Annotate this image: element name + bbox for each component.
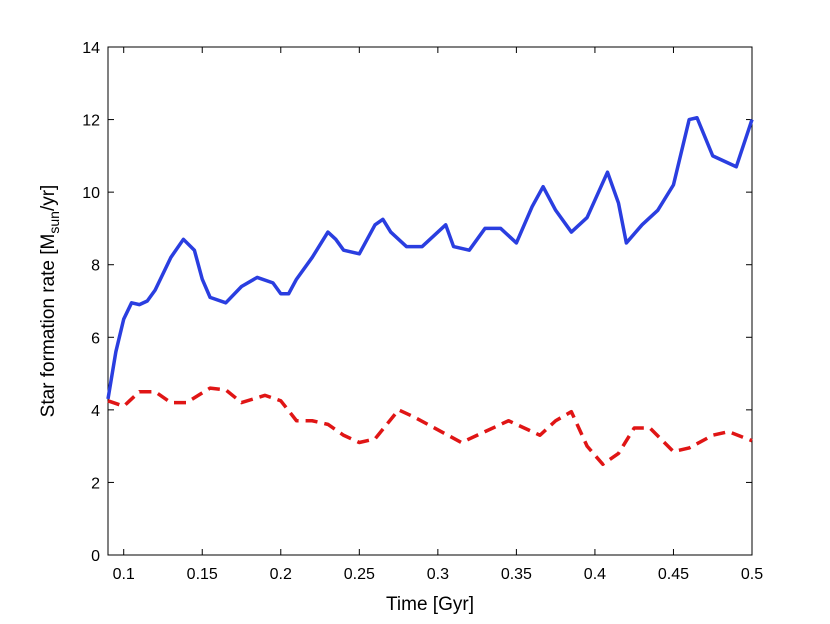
y-label-main: Star formation rate [M <box>38 234 59 418</box>
y-tick-label: 10 <box>82 185 100 202</box>
y-label-end: /yr] <box>38 185 59 211</box>
series-line <box>106 116 754 400</box>
y-tick-label: 12 <box>82 113 100 130</box>
series-line <box>107 386 753 467</box>
y-tick-label: 14 <box>82 40 100 57</box>
y-tick-label: 2 <box>91 475 100 492</box>
x-tick-label: 0.45 <box>658 566 689 583</box>
x-tick-label: 0.2 <box>270 566 292 583</box>
y-tick-label: 0 <box>91 548 100 565</box>
x-tick-label: 0.5 <box>741 566 763 583</box>
x-axis-label: Time [Gyr] <box>386 594 474 615</box>
x-tick-label: 0.15 <box>187 566 218 583</box>
y-axis-label: Star formation rate [Msun/yr] <box>38 185 62 418</box>
y-tick-label: 4 <box>91 403 100 420</box>
x-tick-label: 0.35 <box>501 566 532 583</box>
x-tick-label: 0.25 <box>344 566 375 583</box>
x-tick-label: 0.3 <box>427 566 449 583</box>
x-tick-label: 0.1 <box>113 566 135 583</box>
y-tick-label: 8 <box>91 258 100 275</box>
x-tick-label: 0.4 <box>584 566 606 583</box>
y-label-sub: sun <box>46 211 62 234</box>
y-tick-label: 6 <box>91 330 100 347</box>
plot-frame <box>107 46 753 556</box>
